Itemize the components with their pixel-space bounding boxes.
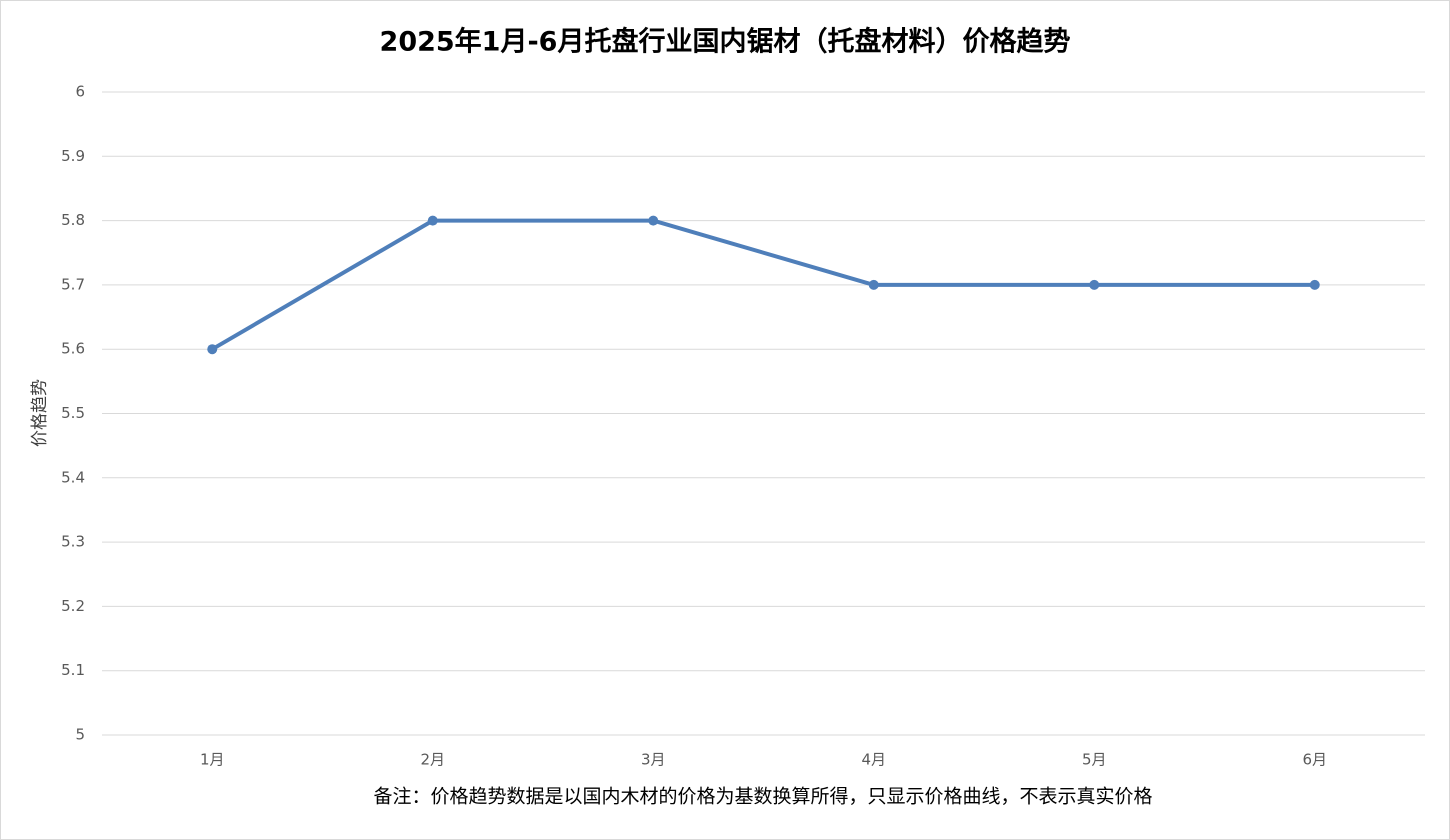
data-point bbox=[868, 279, 879, 290]
data-point bbox=[648, 215, 659, 226]
y-tick-label: 5.8 bbox=[61, 211, 85, 229]
x-tick-label: 5月 bbox=[1082, 751, 1107, 769]
data-point bbox=[427, 215, 438, 226]
y-tick-label: 5.4 bbox=[61, 468, 85, 486]
data-point bbox=[207, 344, 218, 355]
y-tick-label: 5.6 bbox=[61, 340, 85, 358]
chart-title: 2025年1月-6月托盘行业国内锯材（托盘材料）价格趋势 bbox=[380, 26, 1071, 58]
x-tick-label: 2月 bbox=[420, 751, 445, 769]
x-tick-label: 6月 bbox=[1302, 751, 1327, 769]
x-tick-label: 4月 bbox=[861, 751, 886, 769]
x-tick-label: 3月 bbox=[641, 751, 666, 769]
y-axis-label: 价格趋势 bbox=[30, 379, 50, 447]
x-tick-label: 1月 bbox=[200, 751, 225, 769]
y-tick-label: 5.5 bbox=[61, 404, 85, 422]
y-tick-label: 6 bbox=[75, 83, 85, 101]
y-tick-label: 5 bbox=[75, 726, 85, 744]
data-point bbox=[1089, 279, 1100, 290]
data-point bbox=[1309, 279, 1320, 290]
y-tick-label: 5.9 bbox=[61, 147, 85, 165]
y-tick-label: 5.1 bbox=[61, 661, 85, 679]
annotation: 备注：价格趋势数据是以国内木材的价格为基数换算所得，只显示价格曲线，不表示真实价… bbox=[373, 786, 1152, 808]
y-tick-label: 5.2 bbox=[61, 597, 85, 615]
y-tick-label: 5.3 bbox=[61, 533, 85, 551]
y-tick-label: 5.7 bbox=[61, 275, 85, 293]
series-line bbox=[211, 218, 1315, 351]
